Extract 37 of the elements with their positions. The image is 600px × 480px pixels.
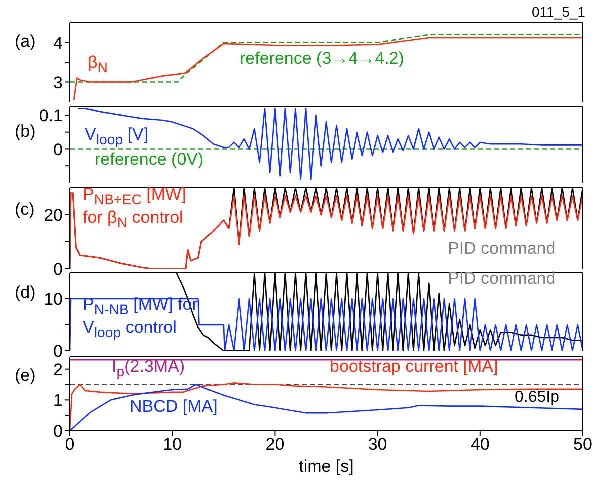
ref-line-label: 0.65Ip [515,389,560,407]
text: (a) [15,32,36,52]
line-series [73,37,583,101]
text: (b) [15,122,36,142]
text: (d) [15,283,36,303]
line-series [78,108,583,180]
y-tick-label: 0.1 [39,106,63,126]
text: 011_5_1 [532,4,586,20]
series-label: V$_{loop}$ [V] [85,125,149,150]
y-tick-label: 2 [54,360,63,380]
y-tick-label: 0 [54,422,63,442]
x-tick-label: 20 [266,435,285,454]
x-tick-label: 40 [470,435,490,454]
text: (c) [15,200,35,220]
y-tick-label: 0 [54,342,63,362]
x-tick-label: 50 [574,435,592,454]
y-tick-label: 1 [54,391,63,410]
series-label: β$_{N}$ [88,53,108,78]
series-label: I$_{p}$(2.3MA) [112,357,186,382]
y-tick-label: 10 [44,290,63,310]
text: (e) [15,366,36,386]
x-axis-title: time [s] [299,457,354,476]
series-label: PID command [448,239,556,258]
x-tick-label: 10 [163,435,182,454]
text: P$_{NB+EC}$ [MW] for β$_{N}$ control [83,185,186,232]
x-tick-label: 30 [368,435,388,454]
series-label: bootstrap current [MA] [330,357,498,376]
y-tick-label: 20 [44,206,63,226]
series-label: reference (0V) [95,150,204,169]
y-tick-label: 3 [54,73,63,92]
series-label: reference (3→4→4.2) [240,49,404,68]
series-label: NBCD [MA] [130,397,218,416]
line-series [70,34,583,83]
y-tick-label: 0 [54,140,63,160]
y-tick-label: 0 [54,260,63,280]
y-tick-label: 4 [54,34,63,53]
series-label: PID command [448,269,556,288]
